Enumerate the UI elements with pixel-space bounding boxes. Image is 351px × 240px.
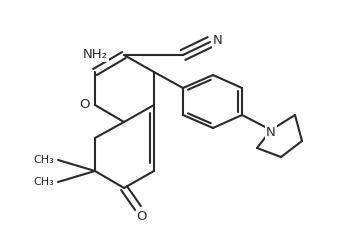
Text: O: O bbox=[137, 210, 147, 222]
Text: CH₃: CH₃ bbox=[34, 177, 54, 187]
Text: CH₃: CH₃ bbox=[34, 155, 54, 165]
Text: NH₂: NH₂ bbox=[82, 48, 107, 60]
Text: O: O bbox=[80, 98, 90, 112]
Text: N: N bbox=[266, 126, 276, 138]
Text: N: N bbox=[213, 34, 223, 47]
